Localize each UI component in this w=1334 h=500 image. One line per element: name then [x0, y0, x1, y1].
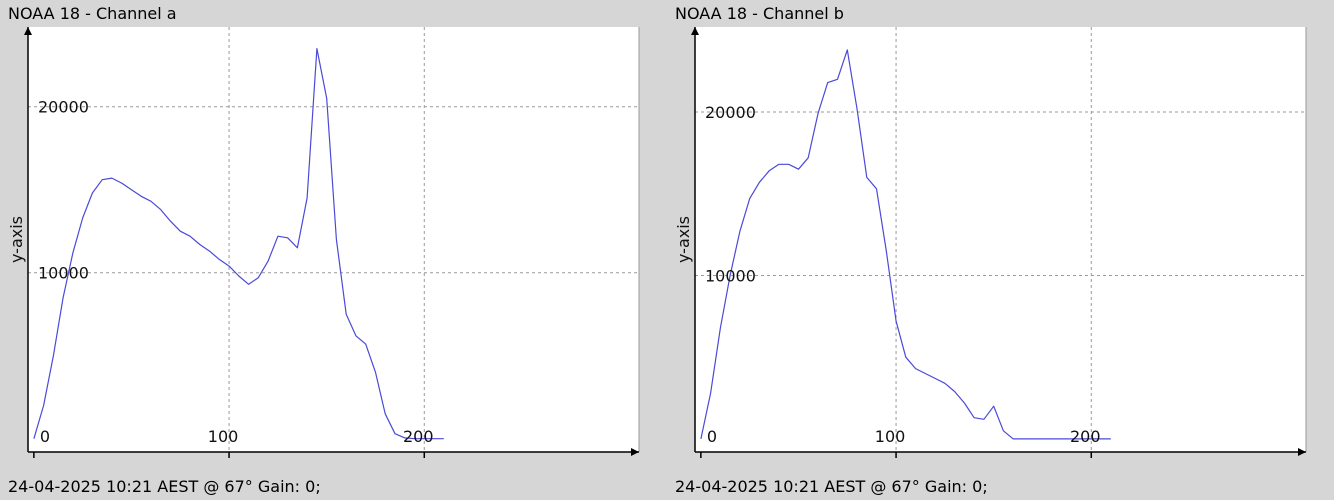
y-axis-title: y-axis	[674, 216, 693, 263]
y-axis-arrow	[691, 27, 699, 35]
y-tick-label: 20000	[705, 103, 756, 122]
x-axis-arrow	[1298, 448, 1306, 456]
status-footer-channel-b: 24-04-2025 10:21 AEST @ 67° Gain: 0;	[675, 477, 988, 496]
x-tick-label: 0	[707, 427, 717, 446]
x-axis-arrow	[631, 448, 639, 456]
y-tick-label: 20000	[38, 98, 89, 117]
series-line	[33, 47, 444, 440]
x-tick-label: 200	[1070, 427, 1101, 446]
series-line	[700, 49, 1111, 440]
y-tick-label: 10000	[38, 264, 89, 283]
chart-panel-channel-a: NOAA 18 - Channel a 0 100 200 10000 20000 y-a…	[7, 4, 640, 496]
plot-area	[28, 27, 639, 452]
plot-area	[695, 27, 1306, 452]
x-tick-label: 100	[208, 427, 239, 446]
y-axis-arrow	[24, 27, 32, 35]
status-footer-channel-a: 24-04-2025 10:21 AEST @ 67° Gain: 0;	[8, 477, 321, 496]
y-axis-title: y-axis	[7, 216, 26, 263]
chart-title-channel-b: NOAA 18 - Channel b	[675, 4, 844, 23]
x-tick-label: 200	[403, 427, 434, 446]
x-tick-label: 0	[40, 427, 50, 446]
y-tick-label: 10000	[705, 266, 756, 285]
chart-plot-channel-a: 0 100 200 10000 20000 y-axis	[7, 27, 640, 458]
chart-plot-channel-b: 0 100 200 10000 20000 y-axis	[674, 27, 1307, 458]
chart-title-channel-a: NOAA 18 - Channel a	[8, 4, 177, 23]
chart-panel-channel-b: NOAA 18 - Channel b 0 100 200 10000 20000 y-a…	[667, 0, 1334, 500]
x-tick-label: 100	[875, 427, 906, 446]
